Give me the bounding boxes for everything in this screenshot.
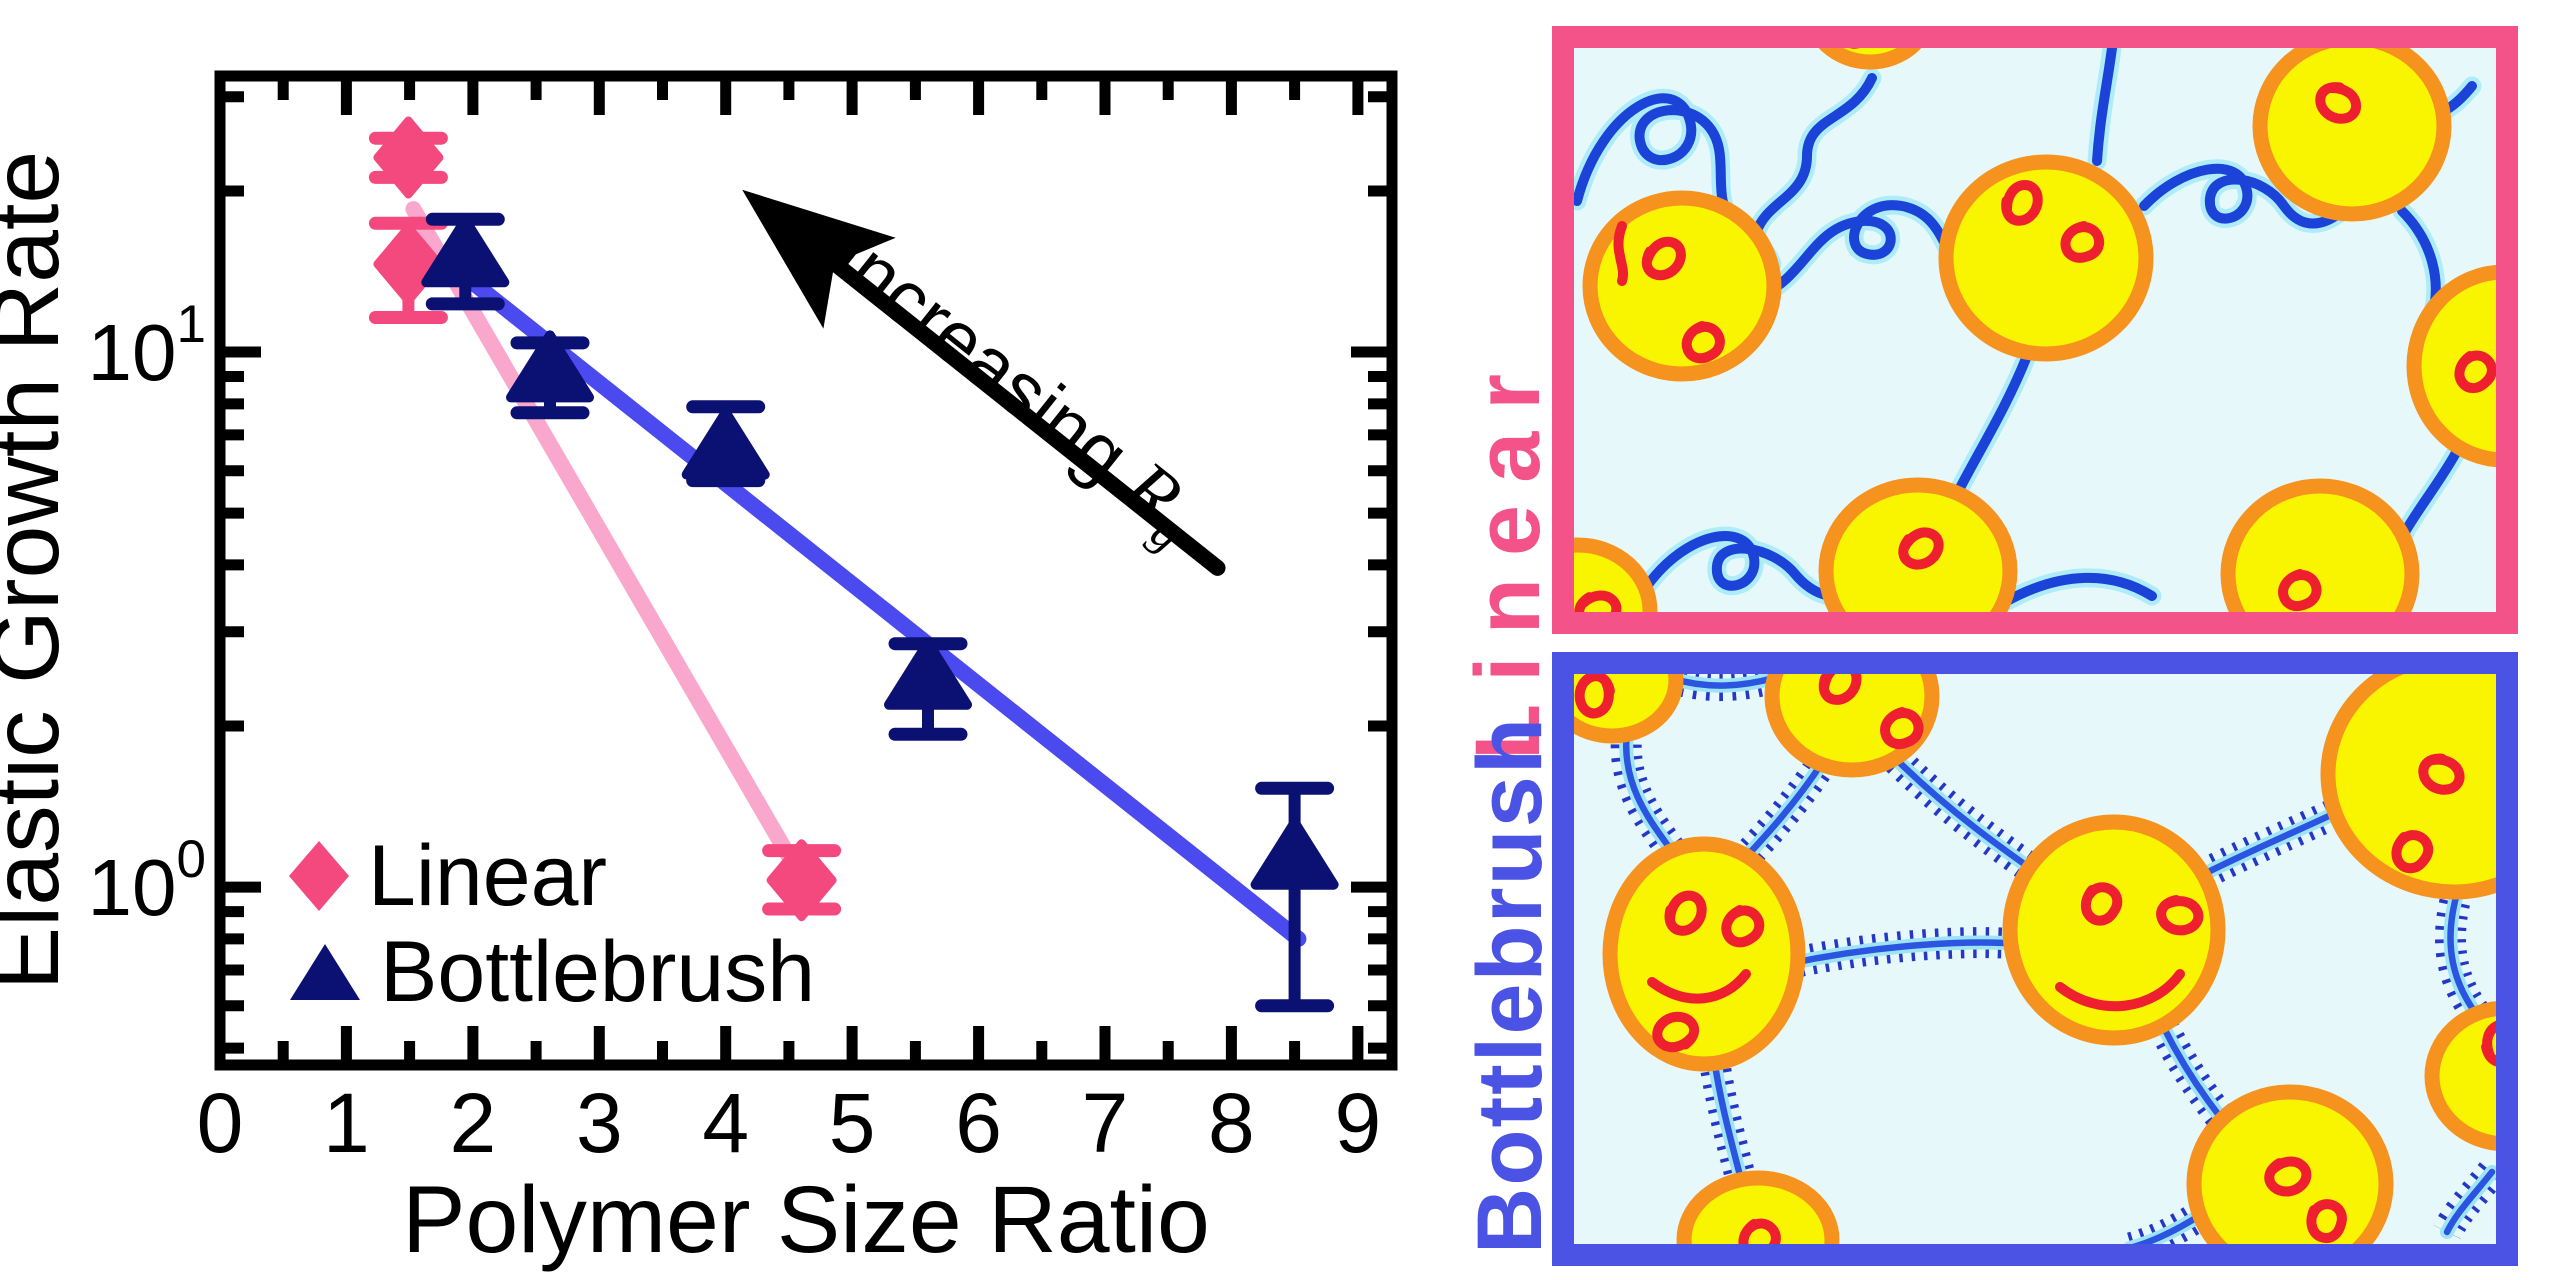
legend-label-linear: Linear [368,828,608,924]
legend-label-bottlebrush: Bottlebrush [380,924,816,1020]
droplet [1938,154,2154,362]
linear-illustration-panel [1552,26,2518,634]
bottlebrush-panel-border [1552,652,2518,1266]
bottlebrush-illustration [1552,652,2518,1266]
linear-data-point [373,223,444,306]
droplet [1818,477,2018,634]
linear-data-point [373,116,444,199]
droplet [2252,30,2452,222]
bottlebrush-fit-line [449,262,1307,947]
bottlebrush-data-point [884,637,972,710]
y-tick-label: 101 [88,295,206,397]
x-tick-label: 0 [197,1076,244,1170]
x-tick-label: 3 [576,1076,623,1170]
bottlebrush-triangle-icon [290,944,360,1000]
droplet [1582,190,1782,382]
x-tick-label: 2 [450,1076,497,1170]
x-tick-label: 5 [829,1076,876,1170]
y-axis-title: Elastic Growth Rate [0,151,79,990]
chart-legend: Linear Bottlebrush [286,828,815,1020]
plot-frame [214,70,1398,1071]
x-tick-label: 7 [1082,1076,1129,1170]
droplet [2186,1084,2394,1266]
linear-diamond-icon [289,841,349,911]
linear-illustration [1552,26,2518,634]
linear-data-point [766,839,837,922]
increasing-rg-arrowhead [742,189,896,329]
bottlebrush-data-point [506,330,594,403]
bottlebrush-data-point [681,407,770,480]
elastic-growth-rate-chart: 0 1 2 3 4 5 6 7 8 9 100 101 Polymer Size Ratio Elasti… [0,70,1398,1273]
droplet [1602,836,1806,1072]
linear-fit-line [405,201,813,891]
droplet [2220,478,2420,634]
legend-item-bottlebrush: Bottlebrush [286,924,815,1020]
y-tick-label: 100 [88,830,206,932]
x-tick-label: 8 [1208,1076,1255,1170]
x-tick-label: 1 [323,1076,370,1170]
adsorbed-chain-segments [1577,26,2492,629]
x-tick-label: 9 [1335,1076,1382,1170]
x-tick-label: 4 [702,1076,749,1170]
increasing-rg-arrow-shaft [812,244,1226,576]
bottlebrush-illustration-panel [1552,652,2518,1266]
bottlebrush-data-point [1250,817,1339,890]
x-tick-label: 6 [955,1076,1002,1170]
x-axis-title: Polymer Size Ratio [402,1167,1210,1273]
legend-item-linear: Linear [286,828,815,924]
bottlebrush-data-point [421,215,510,288]
adsorbed-chain-segments [1572,660,2518,1256]
linear-panel-border [1552,26,2518,634]
oil-droplets [1552,26,2518,634]
